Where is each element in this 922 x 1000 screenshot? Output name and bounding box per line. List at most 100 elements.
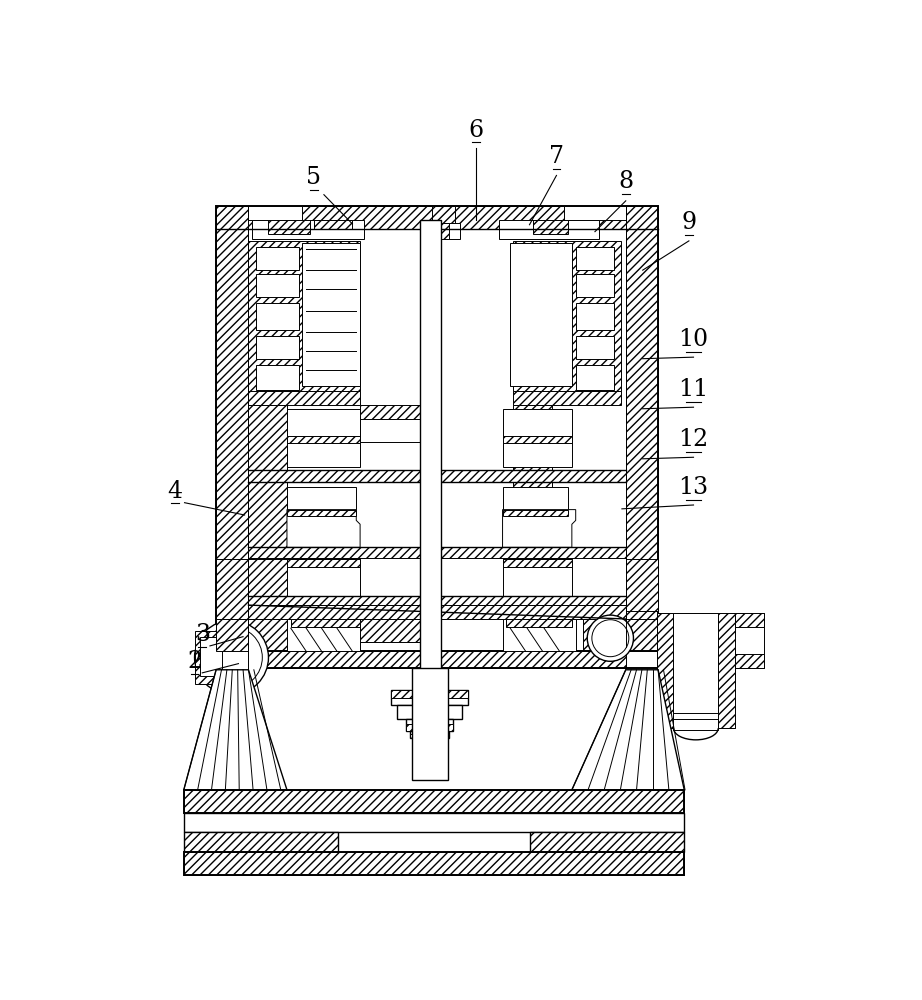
Bar — [514, 391, 621, 405]
Bar — [287, 440, 361, 466]
Bar — [287, 436, 361, 443]
Bar — [426, 223, 460, 239]
Bar — [626, 619, 658, 651]
Bar — [431, 206, 455, 223]
Bar — [287, 487, 356, 510]
Text: 3: 3 — [195, 623, 210, 646]
Bar — [248, 391, 361, 405]
Bar — [248, 470, 626, 482]
Bar — [718, 613, 735, 728]
Bar — [718, 613, 735, 728]
Bar — [248, 547, 626, 558]
Bar — [361, 419, 420, 442]
Bar — [407, 719, 453, 731]
Bar — [391, 690, 467, 705]
Bar — [195, 631, 248, 684]
Bar — [183, 790, 684, 813]
Bar — [200, 637, 221, 676]
Text: 4: 4 — [168, 480, 183, 503]
Polygon shape — [287, 510, 361, 547]
Bar — [506, 619, 572, 627]
Bar — [514, 405, 552, 497]
Bar — [502, 487, 568, 510]
Bar — [302, 243, 361, 386]
Bar — [248, 605, 626, 619]
Bar — [287, 510, 356, 516]
Bar — [267, 220, 310, 234]
Bar — [256, 303, 299, 330]
Bar — [183, 852, 684, 875]
Bar — [514, 241, 621, 391]
Bar — [656, 654, 764, 668]
Bar — [626, 206, 658, 647]
Bar — [502, 409, 572, 436]
Bar — [313, 220, 352, 229]
Bar — [248, 559, 287, 597]
Bar — [183, 852, 684, 875]
Bar — [656, 613, 673, 728]
Bar — [673, 613, 718, 713]
Bar — [253, 220, 364, 239]
Text: 11: 11 — [679, 378, 709, 401]
Bar — [502, 559, 572, 567]
Polygon shape — [502, 619, 575, 651]
Bar — [510, 243, 572, 386]
Polygon shape — [572, 670, 684, 790]
Bar — [287, 409, 361, 436]
Bar — [437, 223, 449, 239]
Polygon shape — [502, 510, 575, 547]
Bar — [575, 274, 614, 297]
Bar — [183, 832, 337, 852]
Bar — [216, 206, 248, 647]
Bar — [216, 206, 658, 229]
Bar — [361, 405, 420, 419]
Bar — [248, 651, 626, 668]
Bar — [216, 619, 248, 651]
Bar — [656, 613, 673, 728]
Bar — [530, 832, 684, 852]
Bar — [564, 206, 626, 220]
Circle shape — [195, 620, 268, 694]
Bar — [248, 619, 290, 651]
Bar — [248, 241, 361, 391]
Bar — [407, 724, 453, 731]
Text: 7: 7 — [549, 145, 564, 168]
Bar — [248, 596, 626, 605]
Bar — [183, 832, 337, 852]
Bar — [499, 220, 598, 239]
Bar — [421, 742, 437, 746]
Bar — [502, 559, 572, 596]
Bar — [514, 559, 552, 597]
Text: 2: 2 — [187, 650, 202, 673]
Bar — [361, 642, 420, 651]
Bar — [183, 790, 684, 813]
Circle shape — [587, 615, 633, 661]
Bar — [248, 405, 287, 497]
Text: 10: 10 — [679, 328, 709, 351]
Bar — [287, 559, 361, 596]
Text: 13: 13 — [679, 476, 709, 499]
Bar — [256, 247, 299, 270]
Polygon shape — [183, 670, 287, 790]
Bar — [575, 247, 614, 270]
Bar — [397, 705, 462, 719]
Bar — [256, 336, 299, 359]
Bar — [530, 832, 684, 852]
Bar — [412, 668, 448, 780]
Polygon shape — [287, 619, 361, 651]
Bar — [216, 619, 248, 651]
Bar — [216, 206, 658, 647]
Bar — [410, 731, 449, 738]
Bar — [502, 440, 572, 466]
Bar — [216, 559, 248, 650]
Bar — [391, 690, 467, 698]
Bar — [533, 220, 568, 234]
Bar — [673, 719, 718, 730]
Bar — [248, 206, 302, 220]
Bar — [575, 336, 614, 359]
Text: 6: 6 — [468, 119, 484, 142]
Bar — [420, 220, 441, 682]
Bar — [287, 559, 361, 567]
Text: 5: 5 — [306, 166, 322, 189]
Bar — [216, 651, 658, 668]
